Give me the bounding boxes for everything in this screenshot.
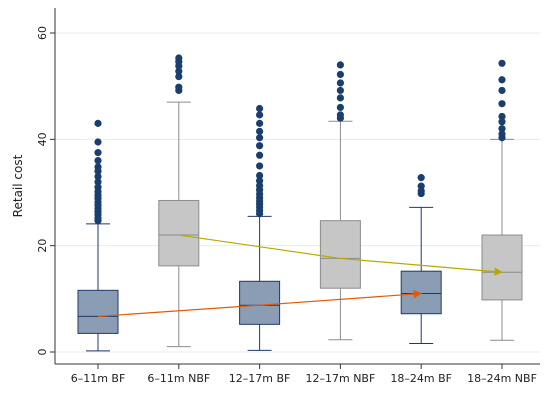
axes [50,8,540,369]
outlier-point [94,149,102,157]
outlier-point [336,103,344,112]
outlier-point [94,138,102,146]
outlier-point [175,83,183,91]
y-axis-title: Retail cost [11,154,25,217]
outlier-point [175,54,183,62]
outlier-point [498,86,506,95]
box-group-3 [319,61,361,341]
y-tick-label-20: 20 [36,239,49,253]
outlier-point [498,118,506,126]
box-iqr [319,220,361,289]
outlier-point [336,61,344,69]
outlier-point [175,67,183,75]
x-tick-label: 12–17m NBF [305,372,375,385]
outlier-point [256,142,264,150]
x-tick-labels: 6–11m BF 6–11m NBF 12–17m BF 12–17m NBF 18–2… [71,372,537,385]
outlier-point [175,72,183,81]
outlier-point [336,79,344,87]
box-iqr [239,280,281,325]
outlier-point [498,59,506,67]
outlier-point [94,172,102,181]
box-iqr [400,270,442,315]
outlier-point [256,171,264,180]
outlier-point [256,151,264,159]
box-iqr [481,234,523,301]
y-tick-label-60: 60 [36,26,49,40]
outlier-point [498,130,506,138]
trend-line-0 [97,289,423,317]
outlier-point [336,86,344,95]
outlier-point [94,183,102,191]
outlier-point [498,112,506,121]
y-tick-labels: 0 20 40 60 [36,26,49,356]
x-tick-label: 12–17m BF [229,372,291,385]
outlier-point [256,127,264,135]
outlier-point [94,178,102,186]
x-tick-label: 6–11m BF [71,372,126,385]
gridlines [55,32,540,353]
outlier-point [336,111,344,119]
outlier-point [498,76,506,84]
outlier-point [94,163,102,171]
outlier-point [417,182,425,190]
outlier-point [256,162,264,170]
outlier-point [256,134,264,142]
y-tick-label-0: 0 [36,349,49,356]
outlier-point [94,119,102,127]
box-iqr [158,199,200,267]
box-group-1 [158,54,200,348]
outlier-point [336,94,344,102]
trend-lines [97,234,503,317]
x-tick-label: 18–24m NBF [467,372,537,385]
outlier-point [256,104,264,113]
boxes [77,54,523,352]
outlier-point [336,70,344,79]
outlier-point [94,157,102,165]
outlier-point [417,174,425,182]
outlier-point [498,125,506,133]
box-iqr [77,289,119,334]
trend-line-1 [178,234,503,276]
box-group-2 [239,104,281,351]
y-tick-label-40: 40 [36,132,49,146]
outlier-point [498,100,506,108]
outlier-point [256,177,264,185]
box-group-0 [77,119,119,352]
outlier-point [256,111,264,119]
x-tick-label: 18–24m BF [390,372,452,385]
x-tick-label: 6–11m NBF [147,372,210,385]
outlier-point [256,119,264,127]
